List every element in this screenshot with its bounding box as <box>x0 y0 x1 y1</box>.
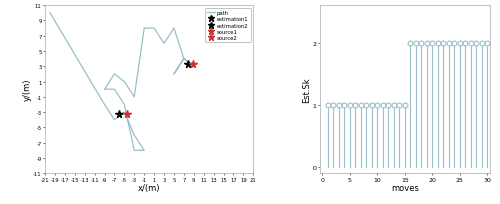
Y-axis label: y/(m): y/(m) <box>22 79 32 101</box>
X-axis label: x/(m): x/(m) <box>138 183 160 192</box>
Legend: path, estimation1, estimation2, source1, source2: path, estimation1, estimation2, source1,… <box>205 9 250 43</box>
Y-axis label: Est.Sk: Est.Sk <box>302 77 310 102</box>
X-axis label: moves: moves <box>391 183 418 192</box>
